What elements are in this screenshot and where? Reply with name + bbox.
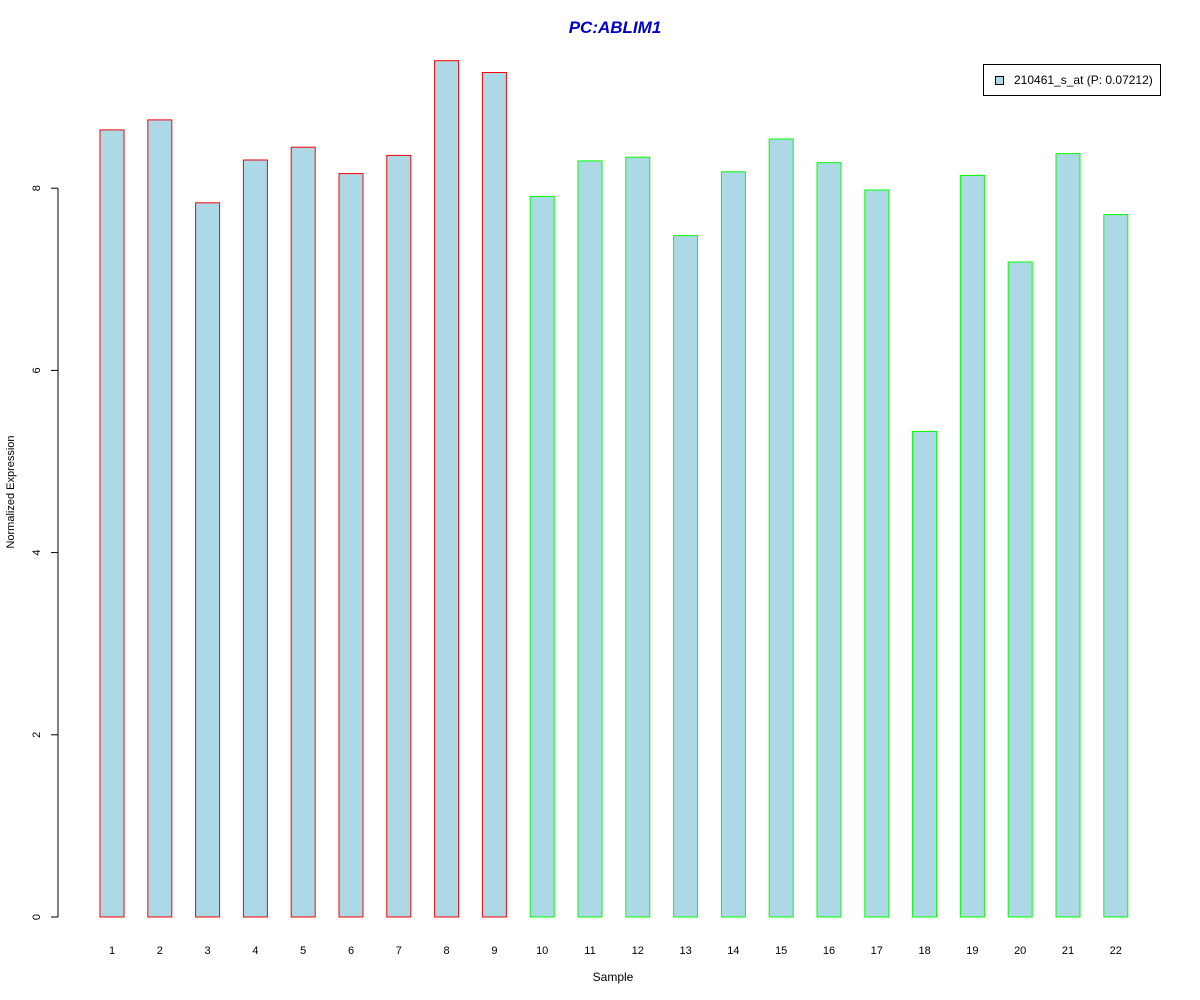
x-tick-label: 11 (584, 945, 595, 957)
x-axis-label: Sample (592, 970, 634, 984)
bar-sample-1 (99, 129, 125, 918)
bar-sample-7 (386, 154, 412, 918)
chart-title: PC:ABLIM1 (568, 18, 662, 37)
y-tick-label: 2 (31, 732, 43, 738)
x-tick-label: 18 (918, 945, 930, 957)
bar-sample-15 (768, 138, 794, 918)
bar-sample-11 (577, 160, 603, 918)
x-tick-label: 1 (109, 945, 115, 957)
bar-sample-17 (864, 189, 890, 918)
bar-sample-3 (195, 202, 221, 918)
x-tick-label: 2 (157, 945, 163, 957)
x-tick-label: 3 (205, 945, 211, 957)
bar-sample-5 (290, 146, 316, 918)
bar-sample-4 (242, 159, 268, 918)
y-tick-label: 8 (31, 185, 43, 191)
bar-sample-14 (720, 171, 746, 918)
bar-sample-8 (434, 60, 460, 918)
x-tick-label: 22 (1110, 945, 1122, 957)
bar-sample-9 (481, 72, 507, 918)
bar-sample-13 (673, 235, 699, 918)
bar-sample-6 (338, 173, 364, 918)
bar-sample-21 (1055, 153, 1081, 918)
bar-sample-18 (912, 430, 938, 918)
x-tick-label: 4 (252, 945, 258, 957)
x-tick-label: 8 (444, 945, 450, 957)
y-axis-label: Normalized Expression (5, 435, 17, 549)
x-tick-label: 10 (536, 945, 548, 957)
x-tick-label: 13 (679, 945, 691, 957)
y-tick-label: 4 (31, 550, 43, 556)
bar-sample-19 (959, 174, 985, 918)
x-tick-label: 7 (396, 945, 402, 957)
x-tick-label: 15 (775, 945, 787, 957)
x-tick-label: 19 (966, 945, 978, 957)
bar-sample-12 (625, 156, 651, 918)
bar-sample-22 (1103, 214, 1129, 918)
x-tick-label: 21 (1062, 945, 1074, 957)
bar-sample-2 (147, 119, 173, 918)
x-tick-label: 6 (348, 945, 354, 957)
legend-swatch (995, 76, 1004, 85)
x-tick-label: 5 (300, 945, 306, 957)
x-tick-label: 17 (871, 945, 883, 957)
y-tick-label: 6 (31, 367, 43, 373)
x-tick-label: 16 (823, 945, 835, 957)
bar-sample-20 (1007, 261, 1033, 918)
x-tick-label: 20 (1014, 945, 1026, 957)
x-tick-label: 12 (632, 945, 644, 957)
legend-entry-label: 210461_s_at (P: 0.07212) (1014, 73, 1153, 87)
legend: 210461_s_at (P: 0.07212) (983, 64, 1161, 96)
bar-sample-10 (529, 195, 555, 918)
x-tick-label: 14 (727, 945, 739, 957)
y-tick-label: 0 (31, 914, 43, 920)
x-tick-label: 9 (491, 945, 497, 957)
bar-sample-16 (816, 162, 842, 918)
